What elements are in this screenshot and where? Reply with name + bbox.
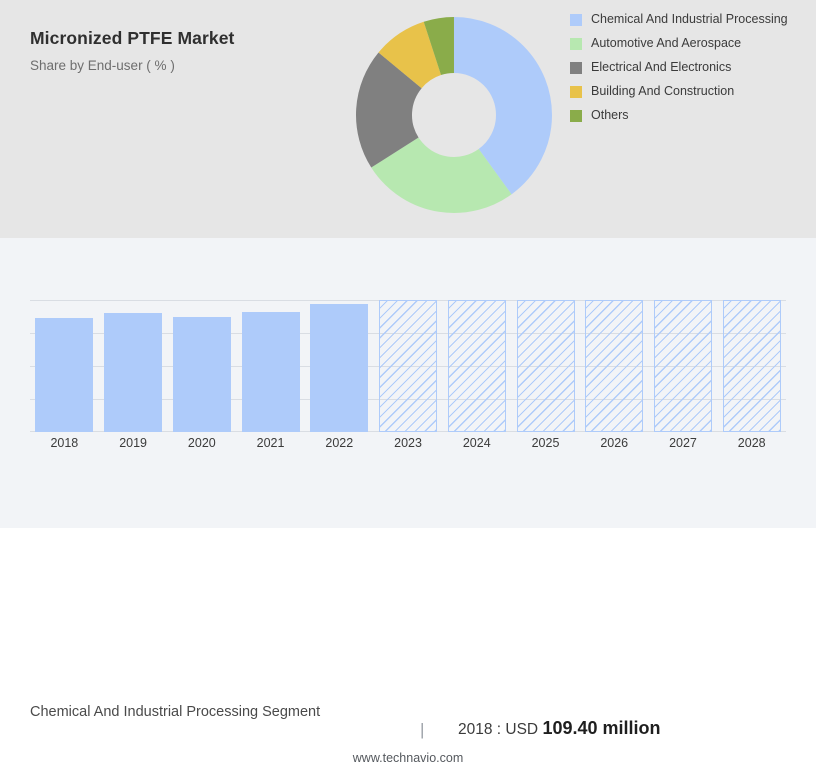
bar-2023	[379, 300, 438, 432]
legend: Chemical And Industrial Processing Autom…	[570, 12, 810, 132]
page-title: Micronized PTFE Market	[30, 28, 235, 48]
legend-item: Electrical And Electronics	[570, 60, 810, 75]
legend-swatch-icon	[570, 110, 582, 122]
segment-value: 2018 : USD 109.40 million	[458, 718, 661, 739]
donut-slice-chemical-and-industrial-processing	[356, 17, 552, 213]
legend-item: Building And Construction	[570, 84, 810, 99]
legend-item: Automotive And Aerospace	[570, 36, 810, 51]
bar-slot-2027	[649, 300, 718, 432]
donut-svg	[356, 16, 552, 214]
donut-slice-electrical-and-electronics	[356, 17, 552, 213]
bar-slot-2026	[580, 300, 649, 432]
bar-2025	[516, 300, 575, 432]
segment-name: Chemical And Industrial Processing Segme…	[30, 704, 321, 720]
footer: Chemical And Industrial Processing Segme…	[0, 696, 816, 766]
website-label: www.technavio.com	[352, 751, 464, 765]
x-axis-tick: 2019	[119, 436, 147, 450]
legend-swatch-icon	[570, 14, 582, 26]
bar-slot-2020	[167, 300, 236, 432]
donut-slice-automotive-and-aerospace	[356, 16, 552, 214]
bar-slot-2024	[442, 300, 511, 432]
legend-swatch-icon	[570, 38, 582, 50]
bar-slot-2028	[717, 300, 786, 432]
x-axis-tick: 2023	[394, 436, 422, 450]
bar-slot-2019	[99, 300, 168, 432]
segment-value-amount: 109.40 million	[542, 718, 661, 738]
legend-item-label: Others	[591, 108, 629, 122]
x-axis-tick: 2026	[600, 436, 629, 450]
donut-chart	[348, 9, 560, 221]
bar-chart	[30, 300, 786, 432]
title-block: Micronized PTFE Market Share by End-user…	[30, 28, 360, 73]
legend-swatch-icon	[570, 86, 582, 98]
bar-slot-2021	[236, 300, 305, 432]
bar-2026	[585, 300, 644, 432]
x-axis-labels: 2018 2019 2020 2021 2022 2023 2024 2025 …	[30, 436, 786, 450]
bar-slot-2022	[305, 300, 374, 432]
legend-item-label: Chemical And Industrial Processing	[591, 12, 788, 26]
legend-item: Chemical And Industrial Processing	[570, 12, 810, 27]
footer-divider: |	[420, 720, 425, 739]
legend-item-label: Building And Construction	[591, 84, 735, 98]
bar-2019	[104, 313, 163, 432]
x-axis-tick: 2021	[256, 436, 285, 450]
x-axis-tick: 2028	[737, 436, 766, 450]
top-panel: Micronized PTFE Market Share by End-user…	[0, 0, 816, 238]
x-axis-tick: 2018	[50, 436, 79, 450]
legend-item-label: Electrical And Electronics	[591, 60, 732, 74]
bar-slot-2023	[374, 300, 443, 432]
page-subtitle: Share by End-user ( % )	[30, 58, 175, 73]
x-axis-tick: 2020	[187, 436, 216, 450]
legend-swatch-icon	[570, 62, 582, 74]
segment-value-prefix: 2018 : USD	[458, 721, 539, 738]
x-axis-tick: 2027	[669, 436, 697, 450]
bar-slot-2018	[30, 300, 99, 432]
x-axis-tick: 2025	[531, 436, 560, 450]
bar-2028	[722, 300, 781, 432]
legend-item: Others	[570, 108, 810, 123]
bar-2027	[653, 300, 712, 432]
bar-2022	[310, 304, 369, 432]
donut-slice-building-and-construction	[356, 17, 552, 213]
legend-item-label: Automotive And Aerospace	[591, 36, 742, 50]
bar-group	[30, 300, 786, 432]
bar-2018	[35, 318, 94, 432]
bar-2021	[241, 312, 300, 432]
x-axis-tick: 2024	[462, 436, 491, 450]
bar-2020	[172, 317, 231, 432]
x-axis-tick: 2022	[325, 436, 354, 450]
bar-slot-2025	[511, 300, 580, 432]
bottom-panel: 2018 2019 2020 2021 2022 2023 2024 2025 …	[0, 238, 816, 765]
bar-2024	[447, 300, 506, 432]
